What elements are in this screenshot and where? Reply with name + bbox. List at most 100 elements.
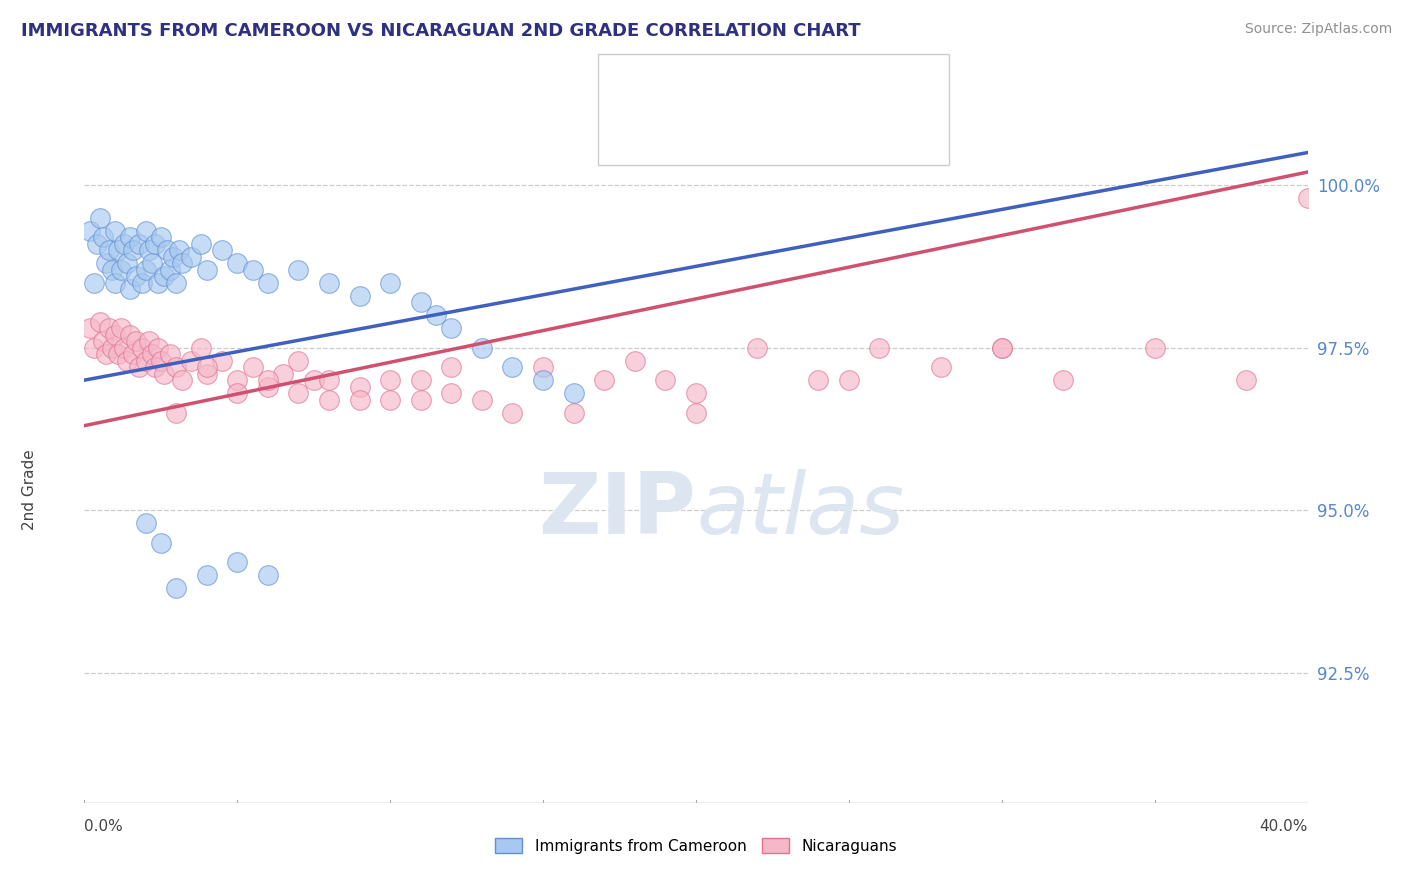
Point	[165, 360, 187, 375]
Point	[149, 353, 172, 368]
Point	[1236, 373, 1258, 387]
Point	[83, 276, 105, 290]
Text: 0.0%: 0.0%	[84, 819, 124, 834]
Point	[211, 353, 233, 368]
Point	[409, 392, 432, 407]
Point	[471, 392, 494, 407]
Point	[991, 341, 1014, 355]
Point	[349, 379, 371, 393]
Point	[1296, 191, 1319, 205]
Legend: Immigrants from Cameroon, Nicaraguans: Immigrants from Cameroon, Nicaraguans	[488, 830, 904, 862]
Point	[131, 276, 153, 290]
Point	[685, 406, 707, 420]
Text: N = 72: N = 72	[823, 113, 886, 131]
Text: N = 58: N = 58	[823, 67, 886, 85]
Point	[94, 347, 117, 361]
Point	[91, 230, 114, 244]
Point	[195, 568, 218, 582]
Point	[195, 367, 218, 381]
Point	[143, 360, 166, 375]
Point	[531, 373, 554, 387]
Point	[380, 392, 402, 407]
Point	[257, 568, 280, 582]
Point	[409, 295, 432, 310]
Point	[120, 230, 142, 244]
Text: 40.0%: 40.0%	[1260, 819, 1308, 834]
Point	[149, 230, 172, 244]
Point	[991, 341, 1014, 355]
Point	[128, 360, 150, 375]
Point	[440, 386, 463, 401]
Point	[131, 341, 153, 355]
Point	[180, 353, 202, 368]
Point	[242, 262, 264, 277]
Point	[101, 262, 124, 277]
Point	[91, 334, 114, 348]
Point	[271, 367, 294, 381]
Point	[318, 392, 340, 407]
Point	[349, 288, 371, 302]
Point	[141, 347, 163, 361]
Point	[502, 360, 524, 375]
Point	[226, 373, 249, 387]
Point	[195, 262, 218, 277]
Point	[138, 334, 160, 348]
Text: R = 0.264: R = 0.264	[657, 67, 747, 85]
Point	[120, 327, 142, 342]
Point	[149, 535, 172, 549]
Point	[79, 321, 101, 335]
Point	[440, 360, 463, 375]
Point	[97, 321, 120, 335]
Point	[86, 236, 108, 251]
Point	[146, 341, 169, 355]
Text: atlas: atlas	[696, 469, 904, 552]
Point	[153, 269, 176, 284]
Point	[838, 373, 860, 387]
Point	[929, 360, 952, 375]
Point	[122, 243, 145, 257]
Point	[807, 373, 830, 387]
Point	[562, 386, 585, 401]
Point	[165, 276, 187, 290]
Point	[110, 321, 132, 335]
Point	[79, 224, 101, 238]
Point	[1143, 341, 1166, 355]
Point	[138, 243, 160, 257]
Point	[190, 341, 212, 355]
Point	[440, 321, 463, 335]
Point	[97, 243, 120, 257]
Point	[226, 555, 249, 569]
Point	[135, 353, 157, 368]
Point	[141, 256, 163, 270]
Point	[747, 341, 769, 355]
Point	[624, 353, 647, 368]
Point	[380, 373, 402, 387]
Point	[211, 243, 233, 257]
Point	[89, 211, 111, 225]
Point	[257, 379, 280, 393]
Point	[107, 347, 129, 361]
Point	[172, 373, 194, 387]
Point	[287, 386, 309, 401]
Point	[94, 256, 117, 270]
Point	[135, 224, 157, 238]
Point	[167, 243, 190, 257]
Text: R =  0.316: R = 0.316	[657, 113, 752, 131]
Point	[318, 373, 340, 387]
Point	[101, 341, 124, 355]
Point	[593, 373, 616, 387]
Text: IMMIGRANTS FROM CAMEROON VS NICARAGUAN 2ND GRADE CORRELATION CHART: IMMIGRANTS FROM CAMEROON VS NICARAGUAN 2…	[21, 22, 860, 40]
Point	[104, 224, 127, 238]
Point	[190, 236, 212, 251]
Point	[135, 516, 157, 531]
Point	[104, 276, 127, 290]
Point	[156, 243, 179, 257]
Text: Source: ZipAtlas.com: Source: ZipAtlas.com	[1244, 22, 1392, 37]
Point	[318, 276, 340, 290]
Point	[112, 236, 135, 251]
Point	[471, 341, 494, 355]
Point	[287, 353, 309, 368]
Point	[302, 373, 325, 387]
Point	[153, 367, 176, 381]
Point	[135, 262, 157, 277]
